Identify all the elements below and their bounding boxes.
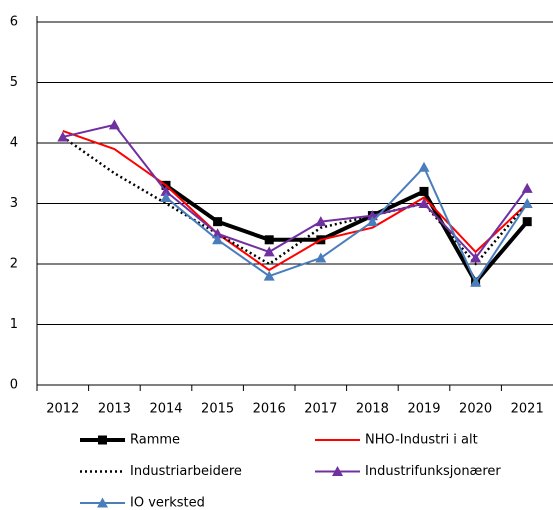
- y-tick-label: 5: [10, 75, 18, 90]
- data-point: [160, 185, 172, 196]
- data-point: [264, 235, 274, 245]
- x-tick-label: 2016: [253, 402, 286, 417]
- legend-label: Ramme: [130, 433, 180, 448]
- y-tick-label: 4: [10, 136, 18, 151]
- data-point: [521, 198, 533, 208]
- x-tick-label: 2021: [511, 402, 544, 417]
- data-point: [366, 216, 378, 227]
- x-tick-label: 2014: [149, 402, 182, 417]
- x-tick-label: 2018: [356, 402, 389, 417]
- y-tick-label: 1: [10, 317, 18, 332]
- data-point: [160, 191, 172, 202]
- y-tick-label: 0: [10, 378, 18, 393]
- legend-marker: [332, 466, 343, 476]
- x-tick-label: 2013: [98, 402, 131, 417]
- data-point: [263, 270, 275, 281]
- data-point: [315, 252, 327, 263]
- series-line: [164, 183, 529, 285]
- legend-label: IO verksted: [130, 496, 205, 510]
- y-tick-label: 3: [10, 196, 18, 211]
- data-point: [470, 252, 482, 263]
- series-line: [62, 135, 529, 266]
- legend-marker: [97, 497, 108, 508]
- y-tick-label: 2: [10, 257, 18, 272]
- legend-marker: [98, 435, 107, 445]
- data-point: [418, 161, 430, 172]
- data-point: [315, 216, 327, 227]
- x-tick-label: 2012: [46, 402, 79, 417]
- data-point: [521, 182, 533, 193]
- data-point: [418, 198, 430, 208]
- x-tick-label: 2019: [407, 402, 440, 417]
- x-tick-label: 2017: [304, 402, 337, 417]
- y-tick-label: 6: [10, 15, 18, 30]
- data-point: [263, 246, 275, 257]
- data-point: [212, 228, 224, 239]
- x-tick-label: 2015: [201, 402, 234, 417]
- legend-label: NHO-Industri i alt: [365, 433, 478, 448]
- data-point: [470, 276, 482, 287]
- data-point: [213, 217, 223, 227]
- legend-label: Industriarbeidere: [130, 464, 242, 479]
- data-point: [212, 234, 224, 245]
- series-line: [165, 166, 529, 284]
- data-point: [108, 119, 120, 130]
- data-point: [419, 186, 429, 196]
- legend-label: Industrifunksjonærer: [365, 464, 501, 479]
- data-point: [57, 131, 69, 142]
- series-line: [62, 123, 529, 259]
- x-tick-label: 2020: [459, 402, 492, 417]
- data-point: [522, 217, 532, 227]
